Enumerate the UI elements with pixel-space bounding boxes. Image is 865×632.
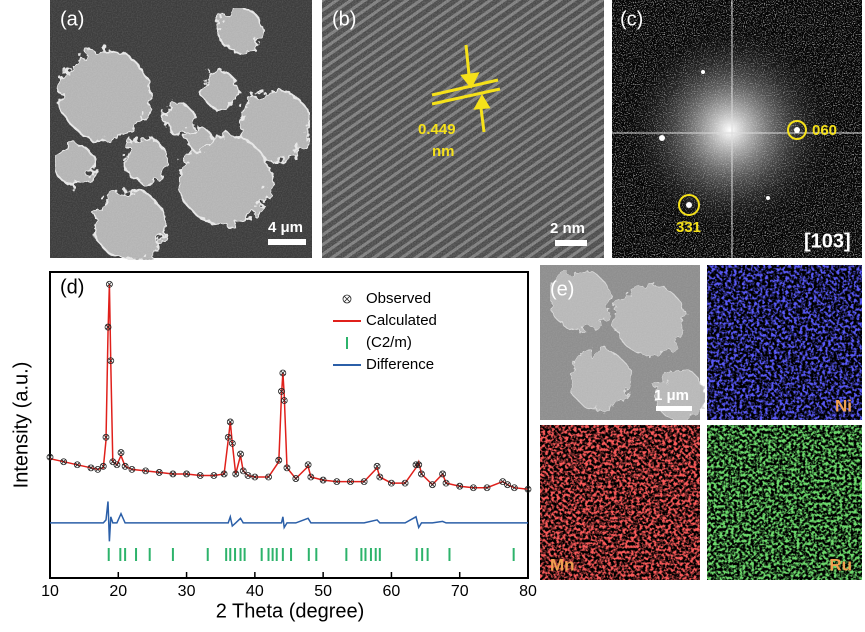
observed-point xyxy=(99,462,107,470)
observed-point xyxy=(94,465,102,473)
xrd-chart: (d) 2 Theta (degree) Intensity (a.u.) 10… xyxy=(10,271,537,622)
x-tick-label: 10 xyxy=(41,583,59,600)
observed-point xyxy=(388,479,395,487)
legend-label: Difference xyxy=(366,356,434,373)
legend-label: Calculated xyxy=(366,312,437,329)
observed-point xyxy=(104,323,112,331)
observed-point xyxy=(304,461,312,469)
line xyxy=(50,501,528,542)
observed-point xyxy=(224,433,232,441)
observed-point xyxy=(499,478,507,486)
observed-point xyxy=(244,472,252,479)
observed-point xyxy=(292,475,300,482)
legend-marker xyxy=(342,294,352,304)
spacing-unit: nm xyxy=(432,143,455,160)
observed-point xyxy=(439,470,447,478)
observed-point xyxy=(106,280,113,288)
observed-point xyxy=(107,357,115,365)
observed-point xyxy=(239,467,247,475)
observed-point xyxy=(483,484,491,492)
x-axis-title: 2 Theta (degree) xyxy=(216,600,365,622)
observed-point xyxy=(401,479,409,487)
x-tick-label: 60 xyxy=(383,583,401,600)
observed-point xyxy=(117,449,125,456)
panel-b xyxy=(322,0,604,258)
x-tick-label: 70 xyxy=(451,583,469,600)
zone-axis: [103] xyxy=(804,230,851,252)
panel-label: (d) xyxy=(60,276,84,298)
observed-point xyxy=(87,464,95,472)
observed-point xyxy=(220,470,228,478)
observed-point xyxy=(169,470,177,478)
observed-point xyxy=(360,478,368,486)
spot-label: 3̄31 xyxy=(676,219,701,236)
observed-point xyxy=(504,481,511,489)
observed-point xyxy=(376,473,384,481)
observed-point xyxy=(113,461,121,469)
observed-point xyxy=(226,418,234,426)
observed-point xyxy=(128,465,136,473)
observed-point xyxy=(121,462,129,470)
x-tick-label: 30 xyxy=(178,583,196,600)
spacing-value: 0.449 xyxy=(418,121,456,138)
observed-point xyxy=(265,473,272,481)
line xyxy=(49,284,529,491)
x-tick-label: 50 xyxy=(314,583,332,600)
observed-point xyxy=(442,479,450,487)
observed-point xyxy=(510,484,518,492)
observed-point xyxy=(319,476,327,484)
scale-bar-label: 4 μm xyxy=(268,219,303,236)
panel-e xyxy=(540,265,862,580)
observed-point xyxy=(228,439,236,447)
observed-point xyxy=(237,450,244,458)
observed-point xyxy=(46,453,54,461)
panel-label: (a) xyxy=(60,8,84,30)
observed-point xyxy=(232,470,240,478)
panel-a xyxy=(50,0,312,261)
x-tick-label: 40 xyxy=(246,583,264,600)
legend-label: Observed xyxy=(366,290,431,307)
observed-point xyxy=(283,464,291,472)
observed-point xyxy=(469,484,477,492)
x-tick-label: 20 xyxy=(109,583,127,600)
observed-point xyxy=(251,473,259,481)
panel-label: (e) xyxy=(550,278,574,300)
legend-label: (C2/m) xyxy=(366,334,412,351)
observed-point xyxy=(278,387,285,395)
observed-point xyxy=(73,461,81,469)
panel-label: (c) xyxy=(620,8,643,30)
observed-point xyxy=(183,470,190,478)
observed-point xyxy=(280,397,288,404)
map-label: Ru xyxy=(829,555,852,574)
observed-point xyxy=(155,469,163,476)
observed-point xyxy=(279,369,287,377)
observed-point xyxy=(373,462,381,470)
observed-point xyxy=(307,473,315,481)
panel-c xyxy=(612,0,862,258)
scale-bar-label: 2 nm xyxy=(550,220,585,237)
observed-point xyxy=(418,470,425,478)
observed-point xyxy=(524,485,532,493)
map-label: Mn xyxy=(550,555,575,574)
observed-point xyxy=(347,478,354,486)
x-tick-label: 80 xyxy=(519,583,537,600)
observed-point xyxy=(415,461,423,469)
observed-point xyxy=(210,472,218,479)
observed-point xyxy=(60,458,68,466)
observed-point xyxy=(275,456,283,464)
panel-label: (b) xyxy=(332,8,356,30)
observed-point xyxy=(456,482,464,490)
observed-point xyxy=(428,481,436,489)
y-axis-title: Intensity (a.u.) xyxy=(10,362,32,489)
observed-point xyxy=(102,433,110,441)
spot-label: 060 xyxy=(812,122,837,139)
observed-point xyxy=(196,472,204,479)
observed-point xyxy=(142,467,150,475)
observed-point xyxy=(333,478,341,486)
map-label: Ni xyxy=(835,396,852,415)
scale-bar-label: 1 μm xyxy=(654,387,689,404)
